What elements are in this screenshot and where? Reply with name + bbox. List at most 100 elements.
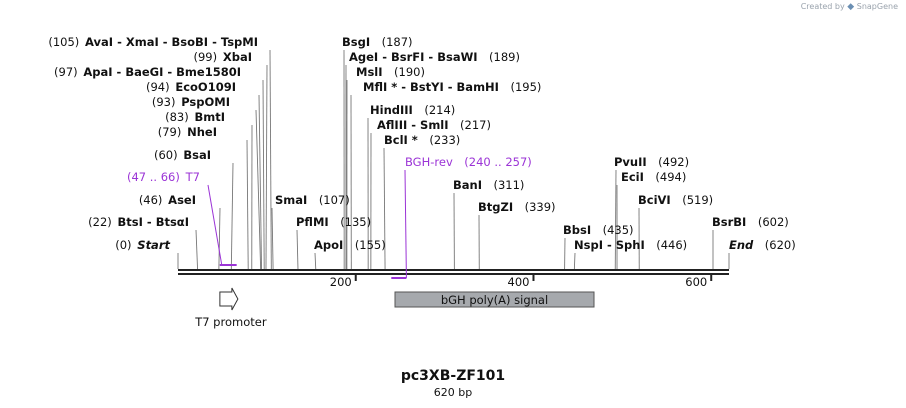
primers: (47 .. 66) T7 BGH-rev (240 .. 257)	[127, 155, 532, 279]
site-leader	[258, 94, 262, 270]
site-position: (93)	[152, 95, 176, 109]
site-leader	[230, 162, 234, 270]
site-position: (195)	[510, 80, 541, 94]
site-position: (214)	[424, 103, 455, 117]
site-position: (620)	[765, 238, 796, 252]
site-label: MslI (190)	[356, 65, 425, 79]
enzyme-name: Start	[137, 238, 170, 252]
credit-prefix: Created by	[800, 2, 845, 11]
site-position: (217)	[460, 118, 491, 132]
enzyme-name: - XmaI	[113, 35, 159, 49]
site-leader	[296, 229, 299, 270]
enzyme-name: NheI	[187, 125, 217, 139]
label-gap	[343, 238, 355, 252]
primer-label: BGH-rev (240 .. 257)	[405, 155, 532, 169]
site-labels: (105) AvaI - XmaI - BsoBI - TspMI(99) Xb…	[48, 35, 795, 252]
primer-range: (47 .. 66)	[127, 170, 180, 184]
site-label: BanI (311)	[453, 178, 524, 192]
site-label: (46) AseI	[139, 193, 196, 207]
label-gap	[482, 178, 494, 192]
site-leader	[262, 79, 265, 270]
site-position: (105)	[48, 35, 79, 49]
enzyme-name: BciVI	[638, 193, 671, 207]
site-position: (189)	[489, 50, 520, 64]
site-position: (492)	[658, 155, 689, 169]
site-leaders	[177, 49, 730, 270]
site-leader	[246, 139, 249, 270]
label-gap	[449, 118, 461, 132]
enzyme-name: BsaI	[183, 148, 211, 162]
label-gap	[644, 170, 656, 184]
enzyme-name: XbaI	[223, 50, 252, 64]
snapgene-credit: Created by ◆ SnapGene	[801, 2, 898, 12]
enzyme-name: End	[729, 238, 754, 252]
site-position: (83)	[165, 110, 189, 124]
site-label: (22) BtsI - BtsαI	[88, 215, 189, 229]
site-position: (155)	[355, 238, 386, 252]
map-title: pc3XB-ZF101	[400, 368, 506, 384]
enzyme-name: BsrBI	[712, 215, 746, 229]
label-gap	[307, 193, 319, 207]
feature-label-bgh-polya: bGH poly(A) signal	[441, 293, 548, 307]
enzyme-name: - BsoBI	[159, 35, 208, 49]
label-gap	[478, 50, 490, 64]
enzyme-name: PflMI	[296, 215, 329, 229]
site-label: BsgI (187)	[342, 35, 413, 49]
bgh-polya-box	[394, 291, 595, 308]
enzyme-name: - BstYI	[397, 80, 444, 94]
site-label: PvuII (492)	[614, 155, 689, 169]
site-label: End (620)	[729, 238, 796, 252]
label-gap	[671, 193, 683, 207]
site-label: (105) AvaI - XmaI - BsoBI - TspMI	[48, 35, 258, 49]
enzyme-name: - BsaWI	[424, 50, 477, 64]
map-length: 620 bp	[433, 386, 473, 399]
enzyme-name: ApaI	[83, 65, 112, 79]
enzyme-name: - Bme1580I	[163, 65, 241, 79]
site-position: (446)	[656, 238, 687, 252]
site-label: MflI * - BstYI - BamHI (195)	[363, 80, 541, 94]
site-leader	[614, 169, 617, 270]
label-gap	[753, 238, 765, 252]
site-leader	[218, 207, 221, 270]
site-position: (22)	[88, 215, 112, 229]
site-label: BtgZI (339)	[478, 200, 556, 214]
site-position: (79)	[158, 125, 182, 139]
site-position: (97)	[54, 65, 78, 79]
site-position: (60)	[154, 148, 178, 162]
label-gap	[413, 103, 425, 117]
site-label: BbsI (435)	[563, 223, 634, 237]
enzyme-name: MflI *	[363, 80, 397, 94]
enzyme-name: BanI	[453, 178, 482, 192]
primer-leader	[207, 184, 223, 266]
label-gap	[499, 80, 511, 94]
tick-label: 600	[685, 275, 707, 289]
label-gap	[370, 35, 382, 49]
enzyme-name: BsgI	[342, 35, 370, 49]
label-gap	[383, 65, 395, 79]
site-leader	[573, 252, 576, 270]
enzyme-name: AgeI	[349, 50, 378, 64]
site-label: NspI - SphI (446)	[574, 238, 687, 252]
enzyme-name: - BsrFI	[378, 50, 424, 64]
enzyme-name: - TspMI	[208, 35, 258, 49]
site-label: AgeI - BsrFI - BsaWI (189)	[349, 50, 520, 64]
site-position: (311)	[494, 178, 525, 192]
site-leader	[314, 252, 317, 270]
site-label: (93) PspOMI	[152, 95, 230, 109]
primer-name: T7	[185, 170, 200, 184]
site-position: (0)	[115, 238, 131, 252]
enzyme-name: - SmlI	[407, 118, 448, 132]
sequence-backbone: 200 400 600	[178, 269, 729, 289]
site-label: PflMI (135)	[296, 215, 371, 229]
enzyme-name: - BaeGI	[113, 65, 164, 79]
site-leader	[271, 207, 274, 270]
primer-name: BGH-rev	[405, 155, 453, 169]
site-leader	[255, 109, 262, 270]
label-gap	[513, 200, 525, 214]
site-position: (602)	[758, 215, 789, 229]
site-label: (97) ApaI - BaeGI - Bme1580I	[54, 65, 241, 79]
primer-range: (240 .. 257)	[464, 155, 532, 169]
enzyme-name: - BtsαI	[143, 215, 189, 229]
site-label: EciI (494)	[621, 170, 686, 184]
